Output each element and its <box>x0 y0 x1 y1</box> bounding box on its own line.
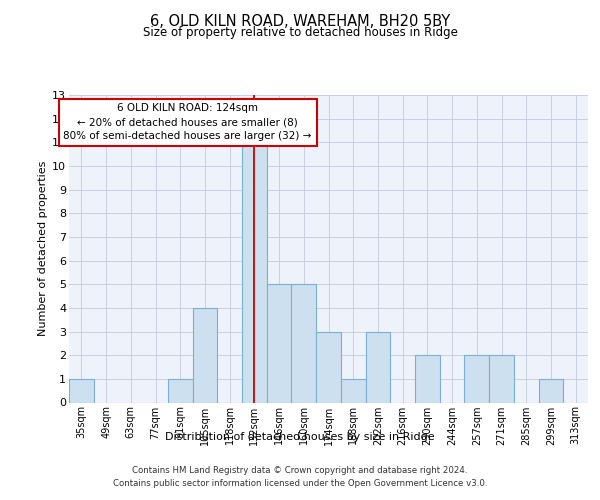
Bar <box>415 355 440 403</box>
Bar <box>316 332 341 402</box>
Text: Contains public sector information licensed under the Open Government Licence v3: Contains public sector information licen… <box>113 479 487 488</box>
Bar <box>365 332 390 402</box>
Bar <box>267 284 292 403</box>
Bar <box>292 284 316 403</box>
Bar <box>489 355 514 403</box>
Bar <box>341 379 365 402</box>
Text: Contains HM Land Registry data © Crown copyright and database right 2024.: Contains HM Land Registry data © Crown c… <box>132 466 468 475</box>
Text: 6, OLD KILN ROAD, WAREHAM, BH20 5BY: 6, OLD KILN ROAD, WAREHAM, BH20 5BY <box>150 14 450 29</box>
Bar <box>539 379 563 402</box>
Bar <box>168 379 193 402</box>
Text: Size of property relative to detached houses in Ridge: Size of property relative to detached ho… <box>143 26 457 39</box>
Text: 6 OLD KILN ROAD: 124sqm
← 20% of detached houses are smaller (8)
80% of semi-det: 6 OLD KILN ROAD: 124sqm ← 20% of detache… <box>64 103 312 141</box>
Bar <box>69 379 94 402</box>
Bar <box>242 142 267 402</box>
Y-axis label: Number of detached properties: Number of detached properties <box>38 161 48 336</box>
Bar <box>193 308 217 402</box>
Text: Distribution of detached houses by size in Ridge: Distribution of detached houses by size … <box>165 432 435 442</box>
Bar <box>464 355 489 403</box>
